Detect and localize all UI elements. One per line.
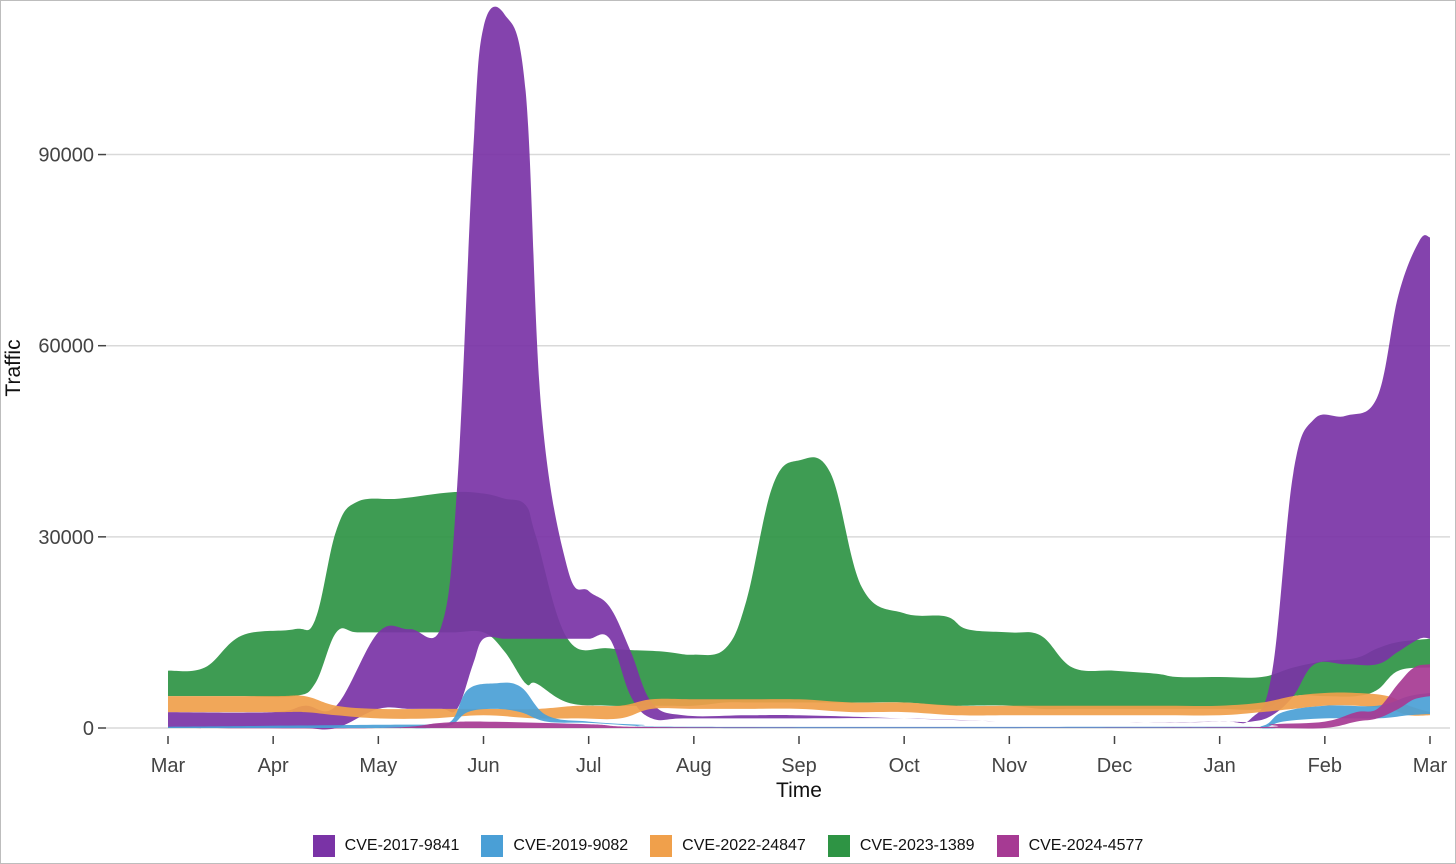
chart-legend: CVE-2017-9841 CVE-2019-9082 CVE-2022-24847…: [0, 832, 1456, 860]
legend-swatch: [996, 835, 1019, 857]
series-areas: [168, 6, 1430, 730]
x-tick-label: Dec: [1097, 755, 1133, 777]
x-tick-label: Aug: [676, 755, 712, 777]
x-tick-label: Feb: [1308, 755, 1342, 777]
y-tick-label: 60000: [38, 336, 94, 358]
x-tick-label: Mar: [1413, 755, 1448, 777]
area-cve-2019-9082: [168, 682, 1430, 729]
x-tick-label: Jul: [576, 755, 602, 777]
legend-item: CVE-2022-24847: [650, 835, 806, 857]
legend-swatch: [481, 835, 504, 857]
y-tick-label: 30000: [38, 527, 94, 549]
x-tick-label: Jan: [1204, 755, 1236, 777]
area-cve-2022-24847: [168, 692, 1430, 720]
y-tick-label: 90000: [38, 145, 94, 167]
legend-label: CVE-2022-24847: [682, 837, 806, 854]
area-cve-2017-9841: [168, 6, 1430, 730]
legend-item: CVE-2023-1389: [827, 835, 975, 857]
x-tick-label: May: [359, 755, 397, 777]
x-axis-title: Time: [776, 779, 822, 802]
legend-swatch: [650, 835, 673, 857]
legend-label: CVE-2019-9082: [513, 837, 629, 854]
x-tick-label: Oct: [889, 755, 921, 777]
legend-label: CVE-2024-4577: [1028, 837, 1144, 854]
x-tick-label: Apr: [258, 755, 289, 777]
x-tick-label: Jun: [467, 755, 499, 777]
legend-label: CVE-2017-9841: [344, 837, 460, 854]
legend-label: CVE-2023-1389: [859, 837, 975, 854]
legend-item: CVE-2017-9841: [312, 835, 460, 857]
legend-swatch: [827, 835, 850, 857]
y-axis-ticks: 0 30000 60000 90000: [38, 145, 106, 740]
x-tick-label: Sep: [781, 755, 817, 777]
legend-item: CVE-2019-9082: [481, 835, 628, 857]
legend-item: CVE-2024-4577: [996, 835, 1144, 857]
x-axis-ticks: Mar Apr May Jun Jul Aug Sep Oct Nov Dec Jan Feb Mar: [151, 736, 1448, 777]
legend-swatch: [312, 835, 335, 857]
x-tick-label: Mar: [151, 755, 186, 777]
y-tick-label: 0: [83, 718, 94, 740]
area-chart: 0 30000 60000 90000 Mar Apr May Jun Jul Aug Sep Oc…: [2, 6, 1450, 802]
x-tick-label: Nov: [992, 755, 1028, 777]
y-axis-title: Traffic: [2, 339, 25, 396]
